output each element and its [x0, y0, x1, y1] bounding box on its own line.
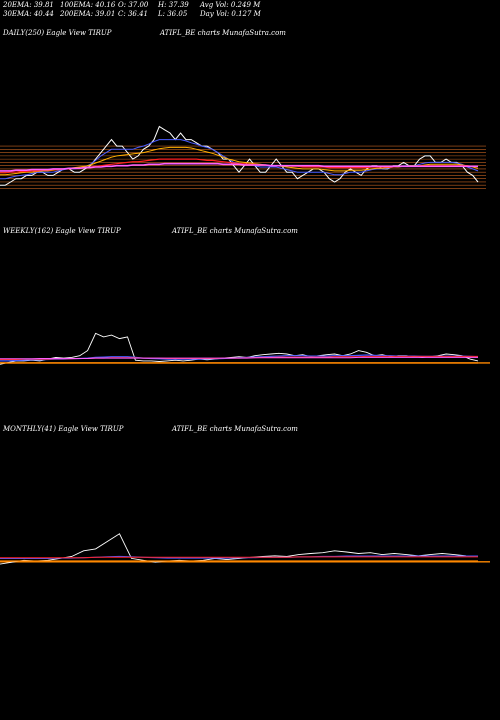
close-stat: C: 36.41 — [118, 10, 148, 18]
monthly-chart — [0, 533, 490, 565]
weekly-panel-label: WEEKLY(162) Eagle View TIRUP — [3, 227, 121, 235]
series-line-0 — [0, 332, 479, 365]
low-stat: L: 36.05 — [158, 10, 188, 18]
ema20-stat: 20EMA: 39.81 — [3, 1, 54, 9]
avg-volume-stat: Avg Vol: 0.249 M — [200, 1, 261, 9]
series-line-0 — [0, 533, 479, 565]
ema200-stat: 200EMA: 39.01 — [60, 10, 116, 18]
daily-panel-source: ATIFL_BE charts MunafaSutra.com — [160, 29, 286, 37]
monthly-panel-label: MONTHLY(41) Eagle View TIRUP — [3, 425, 124, 433]
ema100-stat: 100EMA: 40.16 — [60, 1, 116, 9]
weekly-panel-source: ATIFL_BE charts MunafaSutra.com — [172, 227, 298, 235]
series-line-2 — [0, 556, 478, 559]
day-volume-stat: Day Vol: 0.127 M — [200, 10, 261, 18]
weekly-chart — [0, 332, 490, 365]
daily-chart — [0, 125, 486, 189]
monthly-panel-source: ATIFL_BE charts MunafaSutra.com — [172, 425, 298, 433]
ema30-stat: 30EMA: 40.44 — [3, 10, 54, 18]
open-stat: O: 37.00 — [118, 1, 149, 9]
high-stat: H: 37.39 — [158, 1, 189, 9]
series-line-4 — [0, 162, 478, 172]
series-line-3 — [0, 356, 478, 360]
daily-panel-label: DAILY(250) Eagle View TIRUP — [3, 29, 112, 37]
